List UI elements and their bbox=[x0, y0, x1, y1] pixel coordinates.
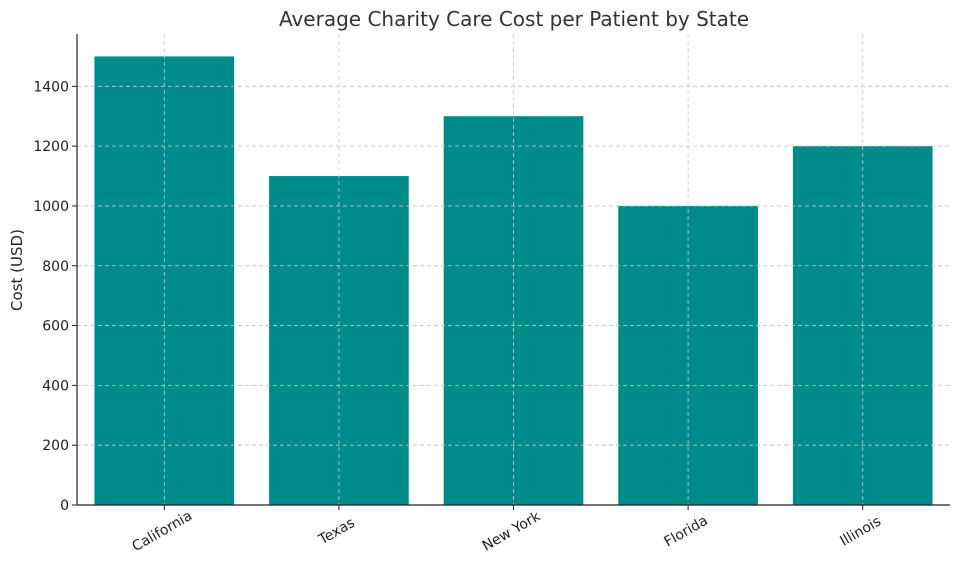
x-tick-label: Illinois bbox=[837, 514, 883, 550]
y-tick-label: 400 bbox=[42, 378, 69, 394]
y-tick-label: 1400 bbox=[33, 79, 69, 95]
bar-florida bbox=[618, 205, 758, 505]
y-tick-label: 200 bbox=[42, 438, 69, 454]
y-tick-label: 1000 bbox=[33, 199, 69, 215]
x-tick-label: California bbox=[130, 508, 196, 555]
chart-title: Average Charity Care Cost per Patient by… bbox=[279, 7, 749, 31]
y-tick-label: 600 bbox=[42, 319, 69, 335]
grid-front-layer bbox=[77, 34, 950, 505]
x-tick-label: Florida bbox=[661, 513, 710, 551]
x-tick-label: Texas bbox=[315, 515, 357, 549]
tick-layer: 0 200 400 600 800 1000 1200 1400 California Texas… bbox=[33, 79, 884, 555]
y-tick-label: 0 bbox=[60, 498, 69, 514]
y-tick-label: 1200 bbox=[33, 139, 69, 155]
x-tick-label: New York bbox=[480, 508, 544, 554]
y-tick-label: 800 bbox=[42, 259, 69, 275]
y-axis-label: Cost (USD) bbox=[8, 229, 26, 311]
